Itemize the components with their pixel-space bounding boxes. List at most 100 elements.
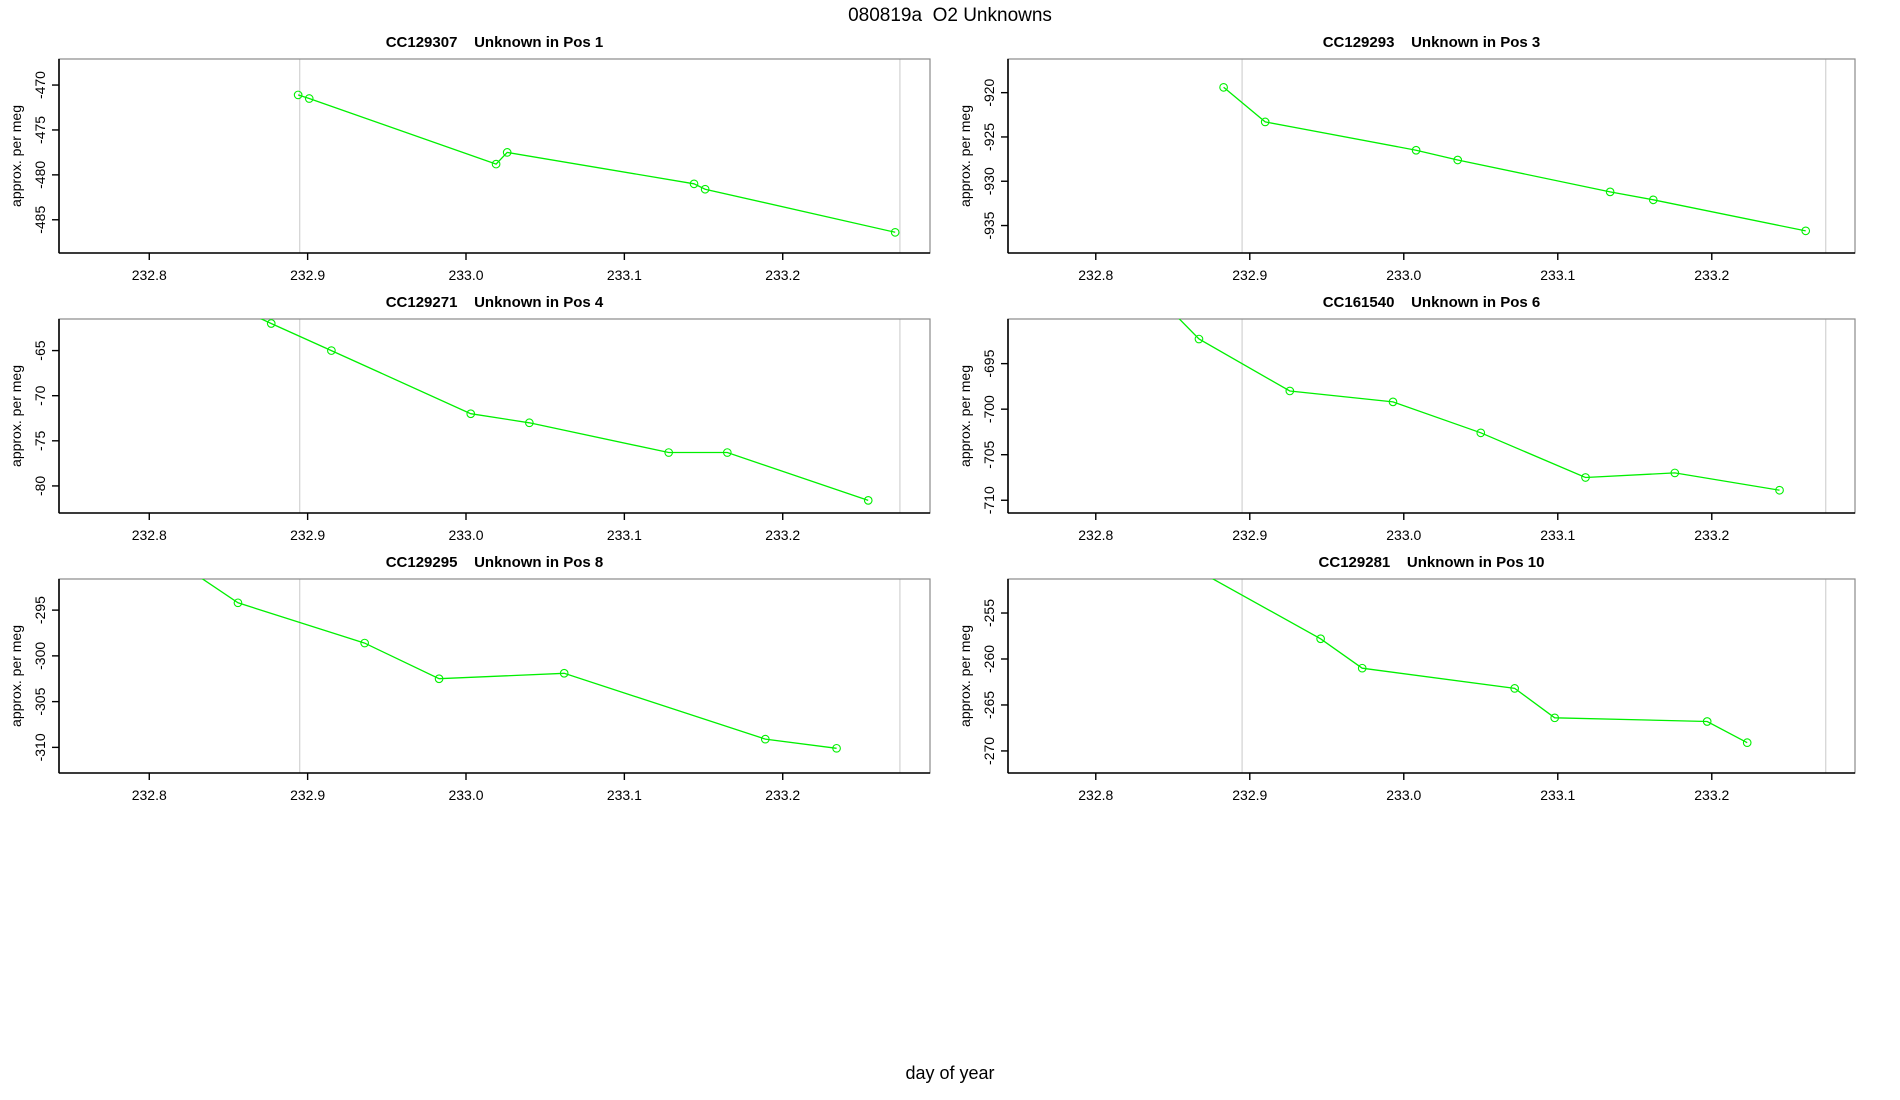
x-tick-label: 233.1 [607, 787, 642, 803]
data-point-marker [1453, 155, 1463, 165]
data-point-marker [1742, 738, 1752, 748]
data-points [1219, 82, 1811, 236]
data-point-marker [1194, 334, 1204, 344]
y-tick-label: -700 [981, 395, 997, 423]
y-tick-label: -475 [32, 116, 48, 144]
data-point-marker [1411, 145, 1421, 155]
x-tick-label: 232.8 [132, 527, 167, 543]
plot-box [58, 318, 931, 514]
x-tick-label: 233.2 [765, 527, 800, 543]
plot-box [58, 58, 931, 254]
data-point-marker [491, 159, 501, 169]
data-point-marker [1388, 397, 1398, 407]
y-axis-label: approx. per meg [957, 105, 973, 207]
figure-title: 080819a O2 Unknowns [848, 5, 1052, 26]
y-tick-label: -295 [32, 596, 48, 624]
data-point-marker [502, 148, 512, 157]
data-points [209, 295, 873, 505]
data-line [1211, 579, 1748, 744]
subplot-cc129271-pos4: 232.8 232.9 233.0 233.1 233.2 -65 -70 -75 -80 app… [8, 295, 931, 543]
data-point-marker [524, 418, 534, 428]
x-tick-label: 232.9 [290, 787, 325, 803]
data-point-marker [1285, 386, 1295, 396]
x-tick-label: 233.1 [607, 267, 642, 283]
data-point-marker [209, 295, 217, 300]
y-tick-label: -705 [981, 440, 997, 468]
x-tick-label: 233.2 [1694, 527, 1729, 543]
data-points [1316, 634, 1752, 748]
data-point-marker [1581, 473, 1590, 482]
data-point-marker [1161, 301, 1169, 309]
data-point-marker [1260, 117, 1270, 127]
y-tick-label: -75 [32, 430, 48, 450]
subplot-title: CC129293 Unknown in Pos 3 [1323, 35, 1541, 51]
data-line [201, 579, 837, 749]
x-tick-label: 233.1 [1540, 267, 1575, 283]
data-point-marker [466, 409, 476, 419]
data-point-marker [1605, 187, 1615, 197]
data-point-marker [1316, 634, 1325, 644]
subplot-title: CC129271 Unknown in Pos 4 [386, 295, 604, 311]
subplot-title: CC129281 Unknown in Pos 10 [1319, 555, 1545, 571]
data-point-marker [266, 319, 276, 328]
y-tick-label: -920 [981, 78, 997, 106]
data-point-marker [1476, 428, 1486, 438]
y-tick-label: -480 [32, 161, 48, 189]
data-point-marker [1775, 485, 1784, 495]
x-tick-label: 232.8 [1078, 527, 1113, 543]
data-point-marker [700, 184, 710, 194]
data-point-marker [1702, 717, 1712, 726]
data-point-marker [664, 448, 674, 457]
y-tick-label: -695 [981, 349, 997, 377]
x-tick-label: 233.1 [1540, 787, 1575, 803]
subplot-title: CC161540 Unknown in Pos 6 [1323, 295, 1541, 311]
x-axis-global-label: day of year [905, 1063, 995, 1083]
data-points [293, 90, 900, 237]
subplot-cc129293-pos3: 232.8 232.9 233.0 233.1 233.2 -920 -925 -930 -93… [957, 35, 1856, 283]
x-tick-label: 233.2 [1694, 267, 1729, 283]
x-tick-label: 233.0 [1386, 267, 1421, 283]
data-line [259, 319, 869, 502]
subplot-cc129295-pos8: 232.8 232.9 233.0 233.1 233.2 -295 -300 -305 -31… [8, 555, 931, 803]
x-tick-label: 233.1 [607, 527, 642, 543]
x-tick-label: 232.9 [1232, 787, 1267, 803]
data-point-marker [233, 598, 243, 608]
x-tick-label: 232.8 [1078, 787, 1113, 803]
plot-box [1007, 58, 1856, 254]
data-point-marker [890, 227, 900, 237]
x-tick-label: 232.9 [1232, 527, 1267, 543]
subplot-cc129281-pos10: 232.8 232.9 233.0 233.1 233.2 -255 -260 -265 -27… [957, 555, 1856, 803]
x-tick-label: 233.2 [765, 787, 800, 803]
data-point-marker [177, 561, 185, 569]
x-tick-label: 233.2 [765, 267, 800, 283]
x-tick-label: 232.8 [1078, 267, 1113, 283]
y-tick-label: -930 [981, 167, 997, 195]
y-tick-label: -925 [981, 123, 997, 151]
y-axis-label: approx. per meg [8, 625, 24, 727]
data-point-marker [722, 448, 732, 457]
data-points [1161, 301, 1784, 495]
y-tick-label: -300 [32, 642, 48, 670]
data-line [1223, 86, 1806, 232]
y-axis-label: approx. per meg [8, 105, 24, 207]
y-tick-label: -485 [32, 206, 48, 234]
y-tick-label: -305 [32, 687, 48, 715]
y-tick-label: -255 [981, 599, 997, 627]
data-point-marker [1357, 663, 1367, 673]
data-point-marker [760, 734, 770, 744]
x-tick-label: 232.8 [132, 267, 167, 283]
y-axis-label: approx. per meg [957, 625, 973, 727]
plot-box [1007, 578, 1856, 774]
y-axis-label: approx. per meg [8, 365, 24, 467]
data-line [297, 94, 896, 233]
data-point-marker [327, 346, 336, 355]
data-point-marker [1801, 226, 1811, 236]
data-point-marker [1670, 468, 1680, 478]
y-tick-label: -265 [981, 691, 997, 719]
y-tick-label: -260 [981, 645, 997, 673]
data-point-marker [559, 668, 569, 678]
data-point-marker [863, 496, 873, 505]
x-tick-label: 233.0 [1386, 787, 1421, 803]
x-tick-label: 233.0 [448, 267, 483, 283]
data-line [1178, 319, 1780, 491]
